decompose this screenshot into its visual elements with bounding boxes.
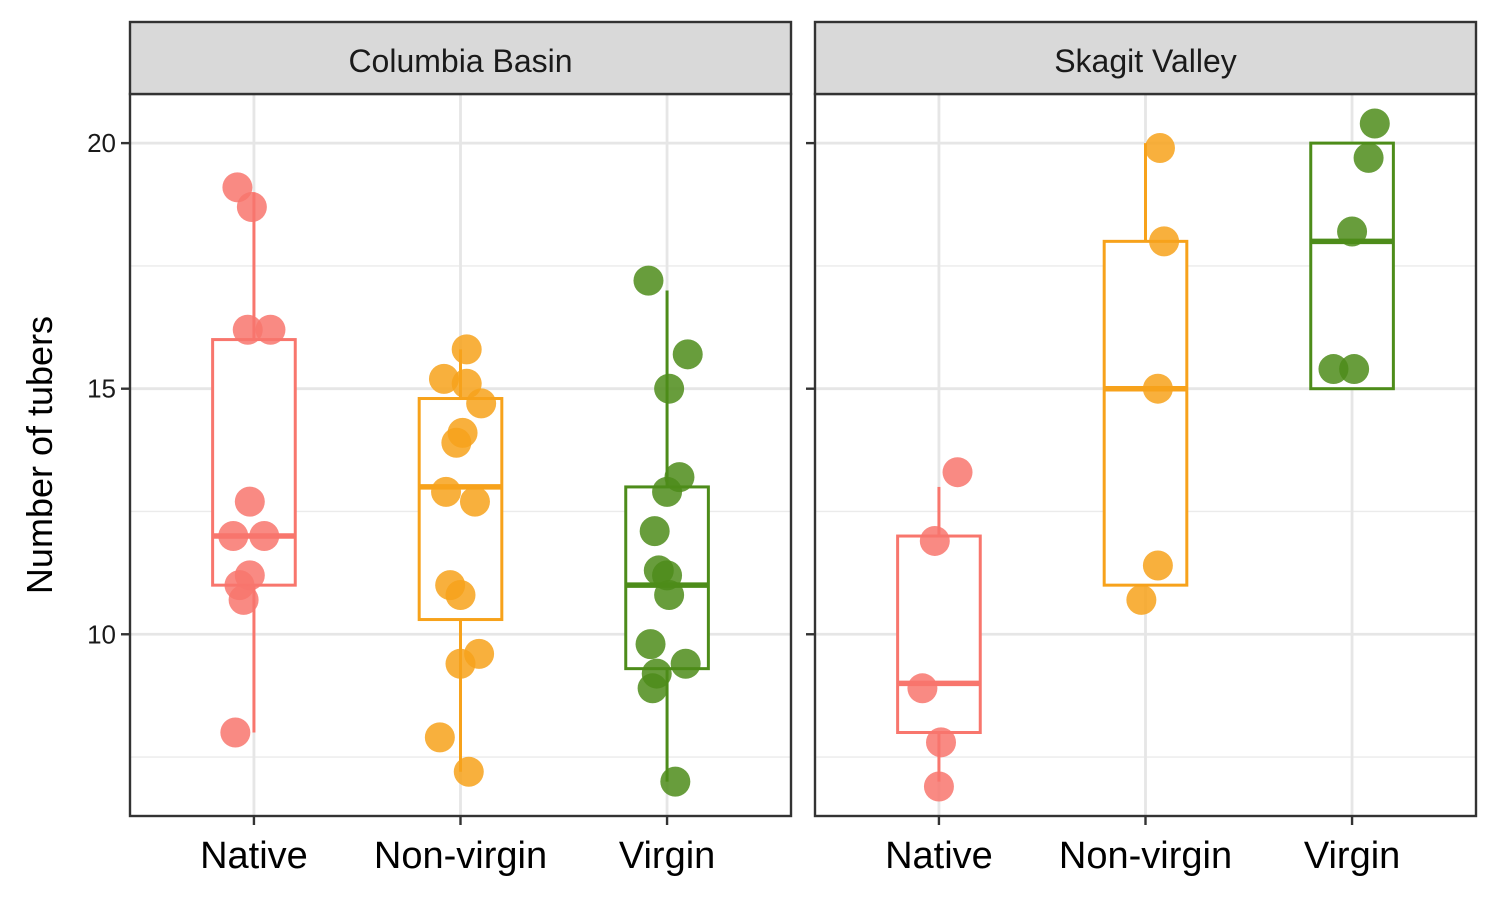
data-point [441, 427, 472, 458]
data-point [228, 584, 259, 615]
facet-strip [128, 20, 793, 96]
data-point [428, 363, 459, 394]
x-tick-label: Virgin [1304, 835, 1400, 877]
box-columbia-basin-native [211, 192, 297, 733]
x-tick-label: Native [200, 835, 308, 877]
data-point [654, 579, 685, 610]
data-point [220, 717, 251, 748]
data-point [1142, 373, 1173, 404]
box-body [1102, 239, 1189, 587]
data-point [1339, 354, 1370, 385]
data-point [234, 486, 265, 517]
data-point [670, 648, 701, 679]
text-layer: Number of tubers Columbia Basin Native Non… [19, 43, 1400, 877]
data-point [453, 756, 484, 787]
x-tick-label: Native [885, 835, 993, 877]
data-point [218, 521, 249, 552]
data-point [926, 727, 957, 758]
y-axis-label: Number of tubers [19, 316, 60, 594]
data-point [637, 673, 668, 704]
grid-layer [130, 94, 1476, 816]
data-point [236, 191, 267, 222]
data-point [232, 314, 263, 345]
data-point [923, 771, 954, 802]
box-skagit-valley-non-virgin [1102, 143, 1189, 587]
data-point [907, 673, 938, 704]
data-point [431, 476, 462, 507]
data-point [672, 339, 703, 370]
data-point [942, 457, 973, 488]
box-skagit-valley-virgin [1309, 141, 1395, 391]
data-point [445, 579, 476, 610]
data-point [660, 766, 691, 797]
data-point [1353, 142, 1384, 173]
data-point [451, 334, 482, 365]
box-body [1309, 141, 1395, 391]
x-tick-label: Non-virgin [1059, 835, 1232, 877]
data-point [255, 314, 286, 345]
facet-strip-label: Columbia Basin [348, 43, 572, 79]
facet-strip [813, 20, 1478, 96]
point-layer [218, 108, 1390, 802]
frame-layer [121, 20, 1478, 825]
data-point [1359, 108, 1390, 139]
data-point [459, 486, 490, 517]
data-point [639, 516, 670, 547]
data-point [1149, 226, 1180, 257]
data-point [654, 373, 685, 404]
data-point [1318, 354, 1349, 385]
data-point [466, 388, 497, 419]
box-body [896, 534, 982, 735]
y-tick-label: 10 [87, 619, 116, 649]
facet-strip-label: Skagit Valley [1054, 43, 1237, 79]
data-point [1144, 133, 1175, 164]
y-tick-label: 20 [87, 128, 116, 158]
data-point [1337, 216, 1368, 247]
x-tick-label: Virgin [619, 835, 715, 877]
data-point [652, 476, 683, 507]
data-point [635, 629, 666, 660]
x-tick-label: Non-virgin [374, 835, 547, 877]
data-point [445, 648, 476, 679]
data-point [249, 521, 280, 552]
box-layer [211, 141, 1395, 782]
data-point [919, 525, 950, 556]
data-point [633, 265, 664, 296]
y-tick-label: 15 [87, 374, 116, 404]
data-point [1142, 550, 1173, 581]
data-point [1126, 584, 1157, 615]
data-point [424, 722, 455, 753]
